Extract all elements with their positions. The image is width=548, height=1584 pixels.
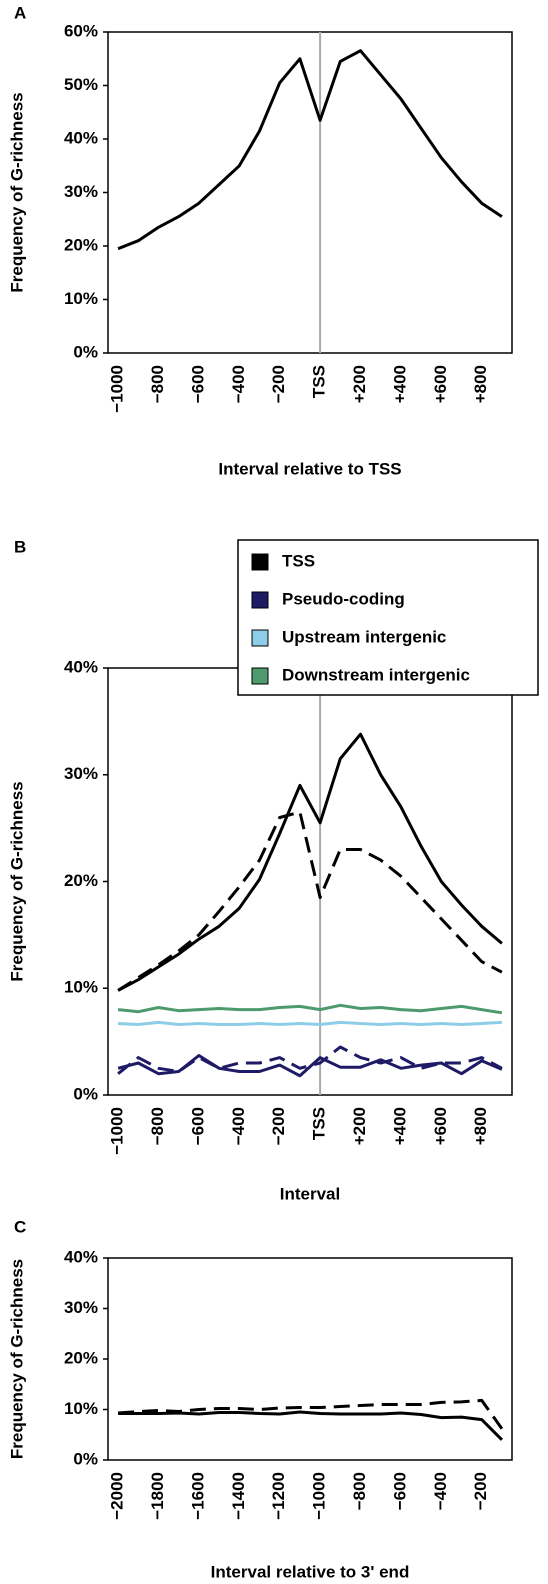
series-line — [117, 1398, 504, 1430]
y-tick-label: 20% — [64, 235, 98, 254]
x-tick-label: +800 — [471, 1107, 490, 1145]
series-line — [117, 810, 503, 992]
x-tick-label: TSS — [310, 365, 329, 398]
series-line — [117, 49, 503, 251]
panel-label: C — [14, 1217, 26, 1236]
series-line — [117, 1003, 503, 1015]
y-tick-label: 10% — [64, 289, 98, 308]
legend-swatch — [251, 591, 269, 609]
y-tick-label: 10% — [64, 1399, 98, 1418]
legend-label: Upstream intergenic — [282, 627, 446, 646]
y-tick-label: 40% — [64, 128, 98, 147]
plot-frame — [107, 31, 513, 354]
series-line — [117, 1054, 503, 1078]
x-tick-label: −1000 — [108, 365, 127, 413]
x-tick-label: −1000 — [310, 1472, 329, 1520]
x-tick-label: −600 — [188, 365, 207, 403]
y-axis-title: Frequency of G-richness — [7, 1259, 26, 1459]
panel-label: A — [14, 3, 26, 22]
series-line — [118, 1020, 502, 1026]
y-tick-label: 0% — [73, 1449, 98, 1468]
x-tick-label: −1400 — [229, 1472, 248, 1520]
x-tick-label: −400 — [229, 1107, 248, 1145]
x-tick-label: −400 — [431, 1472, 450, 1510]
x-tick-label: −600 — [390, 1472, 409, 1510]
plot-frame — [107, 1257, 513, 1461]
x-tick-label: +800 — [471, 365, 490, 403]
x-tick-label: −1600 — [188, 1472, 207, 1520]
x-tick-label: −400 — [229, 365, 248, 403]
x-axis-title: Interval — [280, 1184, 340, 1203]
legend-swatch — [251, 629, 269, 647]
y-tick-label: 30% — [64, 182, 98, 201]
x-tick-label: +600 — [431, 365, 450, 403]
x-tick-label: +400 — [390, 1107, 409, 1145]
x-tick-label: −800 — [148, 1107, 167, 1145]
legend-swatch — [251, 553, 269, 571]
x-tick-label: −200 — [269, 365, 288, 403]
y-tick-label: 10% — [64, 978, 98, 997]
x-tick-label: −200 — [471, 1472, 490, 1510]
y-tick-label: 0% — [73, 342, 98, 361]
x-tick-label: −1800 — [148, 1472, 167, 1520]
x-tick-label: −800 — [148, 365, 167, 403]
x-tick-label: −600 — [188, 1107, 207, 1145]
series-line — [118, 1410, 503, 1441]
legend-label: Pseudo-coding — [282, 589, 405, 608]
x-tick-label: −1200 — [269, 1472, 288, 1520]
x-tick-label: +200 — [350, 1107, 369, 1145]
y-tick-label: 30% — [64, 1298, 98, 1317]
series-line — [117, 732, 503, 992]
x-axis-title: Interval relative to 3' end — [211, 1562, 410, 1581]
y-tick-label: 40% — [64, 1247, 98, 1266]
x-axis-title: Interval relative to TSS — [218, 459, 401, 478]
x-tick-label: −2000 — [108, 1472, 127, 1520]
y-tick-label: 30% — [64, 764, 98, 783]
legend-swatch — [251, 667, 269, 685]
y-tick-label: 60% — [64, 21, 98, 40]
x-tick-label: −1000 — [108, 1107, 127, 1155]
y-tick-label: 40% — [64, 657, 98, 676]
series-line — [117, 1045, 503, 1075]
y-tick-label: 0% — [73, 1084, 98, 1103]
x-tick-label: +200 — [350, 365, 369, 403]
y-tick-label: 50% — [64, 75, 98, 94]
x-tick-label: −800 — [350, 1472, 369, 1510]
panel-label: B — [14, 537, 26, 556]
legend-label: TSS — [282, 551, 315, 570]
x-tick-label: −200 — [269, 1107, 288, 1145]
y-axis-title: Frequency of G-richness — [7, 781, 26, 981]
legend-box — [237, 539, 539, 696]
plot-frame — [107, 667, 513, 1096]
legend-label: Downstream intergenic — [282, 665, 470, 684]
y-tick-label: 20% — [64, 1348, 98, 1367]
x-tick-label: +400 — [390, 365, 409, 403]
y-axis-title: Frequency of G-richness — [7, 92, 26, 292]
y-tick-label: 20% — [64, 871, 98, 890]
x-tick-label: TSS — [310, 1107, 329, 1140]
x-tick-label: +600 — [431, 1107, 450, 1145]
